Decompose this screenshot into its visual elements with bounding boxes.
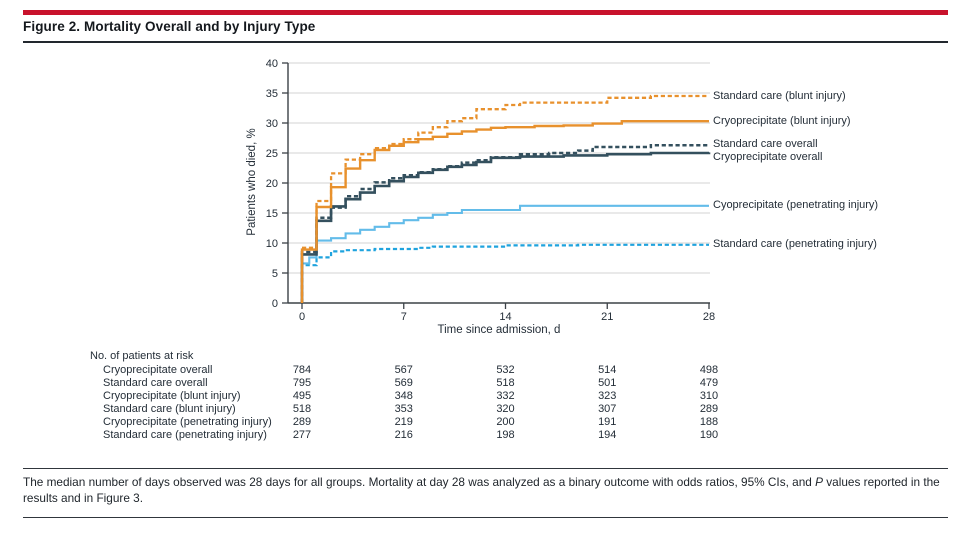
footnote-part1: The median number of days observed was 2… [23, 475, 816, 489]
at-risk-row-label: Cryoprecipitate (blunt injury) [103, 389, 241, 402]
y-tick-label: 15 [266, 208, 278, 220]
y-tick-label: 25 [266, 148, 278, 160]
y-tick-label: 10 [266, 238, 278, 250]
at-risk-value: 277 [292, 429, 312, 442]
at-risk-value: 495 [292, 389, 312, 402]
curve-standard-care-blunt-injury [300, 94, 709, 303]
at-risk-value: 498 [699, 363, 719, 376]
at-risk-value: 518 [292, 402, 312, 415]
x-axis-label: Time since admission, d [437, 324, 561, 336]
legend-label-cryoprecipitate-blunt-injury: Cryoprecipitate (blunt injury) [713, 114, 851, 127]
y-tick-label: 40 [266, 58, 278, 70]
y-tick-label: 30 [266, 118, 278, 130]
bottom-rule [23, 517, 948, 518]
y-tick-label: 20 [266, 178, 278, 190]
at-risk-title: No. of patients at risk [90, 350, 194, 362]
accent-bar [23, 10, 948, 15]
legend-label-standard-care-penetrating-injury: Standard care (penetrating injury) [713, 238, 877, 251]
legend-label-cyoprecipitate-penetrating-injury: Cyoprecipitate (penetrating injury) [713, 199, 879, 212]
at-risk-value: 479 [699, 376, 719, 389]
at-risk-value: 188 [699, 416, 719, 429]
at-risk-value: 532 [496, 363, 515, 376]
at-risk-value: 348 [394, 389, 413, 402]
at-risk-row-label: Standard care (penetrating injury) [103, 429, 267, 442]
at-risk-value: 200 [496, 416, 515, 429]
at-risk-row-label: Standard care overall [103, 376, 208, 389]
at-risk-row-label: Cryoprecipitate (penetrating injury) [103, 416, 272, 429]
legend-label-standard-care-overall: Standard care overall [713, 137, 818, 150]
x-tick-label: 28 [703, 311, 715, 323]
curve-standard-care-overall [300, 143, 709, 303]
at-risk-value: 198 [496, 429, 515, 442]
mortality-step-chart: 0 5 10 15 20 25 30 35 40 0 7 14 21 28 [266, 58, 715, 323]
y-tick-label: 0 [272, 298, 278, 310]
figure-title: Figure 2. Mortality Overall and by Injur… [23, 19, 316, 34]
at-risk-value: 191 [598, 416, 617, 429]
at-risk-value: 219 [394, 416, 413, 429]
at-risk-value: 289 [292, 416, 312, 429]
y-tick-label: 5 [272, 268, 278, 280]
footnote-italic-p: P [815, 475, 823, 489]
legend-label-cryoprecipitate-overall: Cryoprecipitate overall [713, 150, 823, 163]
footnote-rule-top [23, 468, 948, 469]
at-risk-value: 289 [699, 402, 719, 415]
at-risk-value: 795 [292, 376, 312, 389]
at-risk-value: 567 [394, 363, 413, 376]
at-risk-row-label: Standard care (blunt injury) [103, 402, 236, 415]
at-risk-row-label: Cryoprecipitate overall [103, 363, 213, 376]
x-tick-label: 14 [499, 311, 511, 323]
at-risk-value: 307 [598, 402, 617, 415]
at-risk-value: 320 [496, 402, 515, 415]
footnote-text: The median number of days observed was 2… [23, 474, 945, 506]
at-risk-value: 216 [394, 429, 413, 442]
y-axis-label: Patients who died, % [246, 128, 258, 236]
at-risk-value: 501 [598, 376, 617, 389]
at-risk-value: 332 [496, 389, 515, 402]
at-risk-value: 514 [598, 363, 617, 376]
y-tick-label: 35 [266, 88, 278, 100]
legend-label-standard-care-blunt-injury: Standard care (blunt injury) [713, 89, 846, 102]
footnote-part2: values reported in the results and in Fi… [23, 475, 940, 505]
x-tick-label: 21 [601, 311, 613, 323]
curve-standard-care-penetrating-injury [300, 243, 709, 303]
at-risk-value: 784 [292, 363, 312, 376]
at-risk-value: 190 [699, 429, 719, 442]
at-risk-value: 518 [496, 376, 515, 389]
curve-cryoprecipitate-overall [300, 151, 711, 303]
at-risk-value: 353 [394, 402, 413, 415]
at-risk-value: 194 [598, 429, 617, 442]
title-rule [23, 41, 948, 43]
at-risk-value: 569 [394, 376, 413, 389]
curve-cyoprecipitate-penetrating-injury [300, 204, 709, 303]
x-tick-label: 0 [299, 311, 305, 323]
curve-cryoprecipitate-blunt-injury [300, 120, 709, 303]
x-tick-label: 7 [401, 311, 407, 323]
at-risk-value: 310 [699, 389, 719, 402]
at-risk-value: 323 [598, 389, 617, 402]
